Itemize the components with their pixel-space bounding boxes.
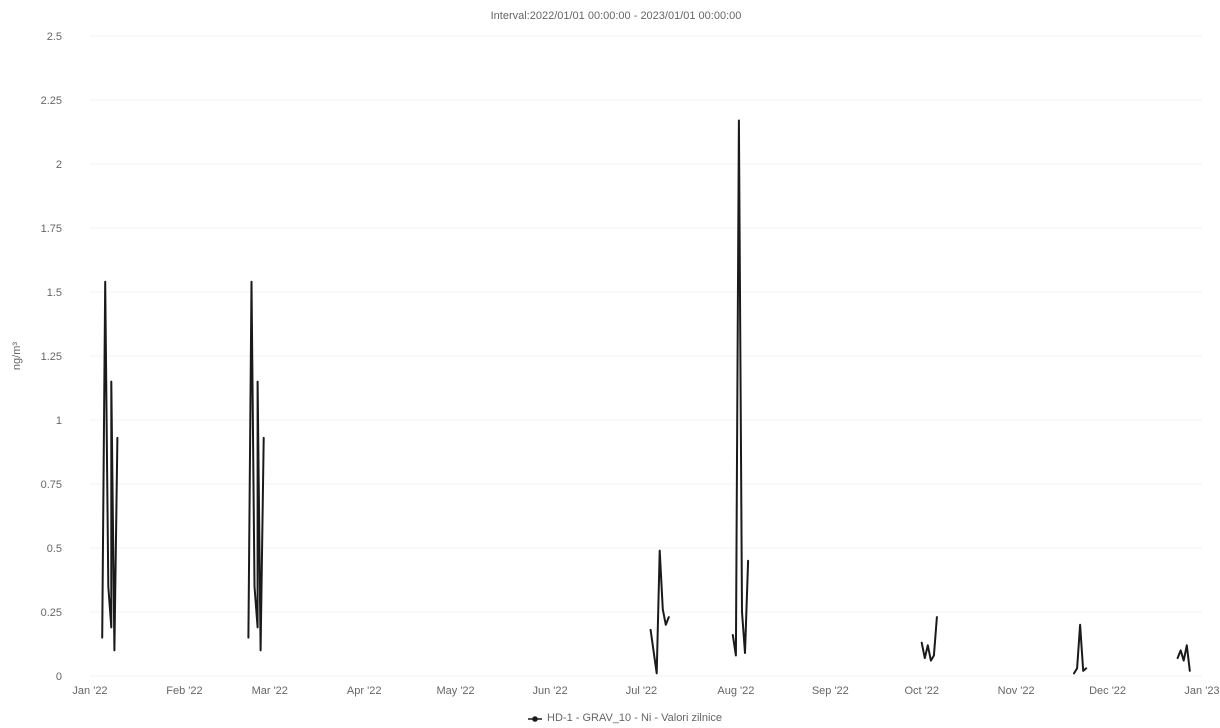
legend-series-marker [527,714,542,722]
y-tick-label: 0 [56,671,62,683]
y-tick-label: 2.25 [41,95,62,107]
series-line-segment [920,616,938,662]
series-line-segment [649,549,670,675]
x-tick-label: Dec '22 [1089,685,1126,697]
x-tick-label: Feb '22 [166,685,202,697]
y-tick-label: 0.5 [47,543,62,555]
y-tick-label: 2 [56,159,62,171]
y-tick-label: 1.75 [41,223,62,235]
line-chart: 0 0.25 0.5 0.75 1 1.25 1.5 1.75 2 2.25 2.5 Jan '22 F… [11,31,1220,697]
x-tick-label: Sep '22 [812,685,849,697]
x-tick-label: Nov '22 [998,685,1035,697]
x-tick-label: Apr '22 [347,685,382,697]
x-tick-label: May '22 [436,685,474,697]
y-tick-label: 0.25 [41,607,62,619]
legend-series-label: HD-1 - GRAV_10 - Ni - Valori zilnice [547,712,723,724]
y-axis-label: ng/m³ [11,342,23,370]
series-line-segment [1176,644,1191,672]
x-tick-label: Aug '22 [717,685,754,697]
series-line-segment [1073,623,1088,675]
x-tick-label: Jan '22 [72,685,107,697]
y-tick-label: 1.5 [47,287,62,299]
y-tick-label: 1.25 [41,351,62,363]
x-tick-label: Oct '22 [904,685,939,697]
y-tick-label: 0.75 [41,479,62,491]
series-line-segment [101,280,119,652]
chart-title: Interval:2022/01/01 00:00:00 - 2023/01/0… [490,10,742,22]
y-tick-label: 2.5 [47,31,62,43]
legend: HD-1 - GRAV_10 - Ni - Valori zilnice [0,712,1220,724]
x-tick-label: Jul '22 [626,685,657,697]
y-tick-label: 1 [56,415,62,427]
series-line-segment [731,119,750,657]
x-tick-label: Mar '22 [252,685,288,697]
x-tick-label: Jan '23 [1184,685,1219,697]
x-tick-label: Jun '22 [532,685,567,697]
series-line-segment [247,280,265,652]
